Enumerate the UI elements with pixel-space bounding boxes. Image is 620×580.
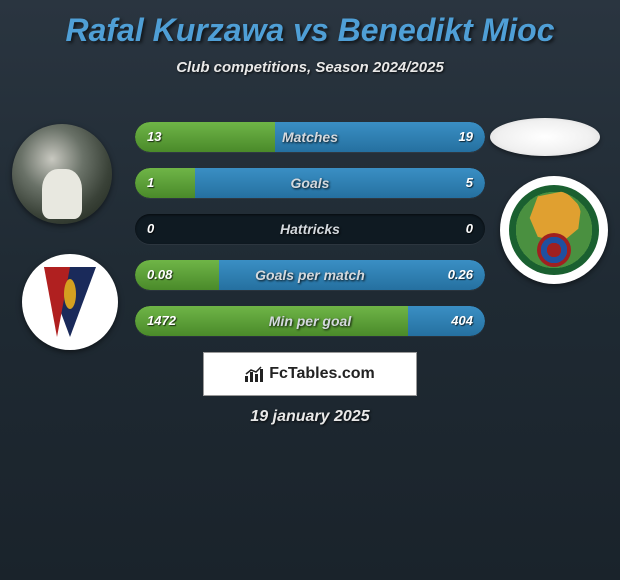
club-pennant-icon bbox=[44, 267, 96, 337]
brand-box: FcTables.com bbox=[203, 352, 417, 396]
stat-label: Hattricks bbox=[135, 214, 485, 244]
stat-label: Goals per match bbox=[135, 260, 485, 290]
stat-label: Matches bbox=[135, 122, 485, 152]
comparison-subtitle: Club competitions, Season 2024/2025 bbox=[0, 59, 620, 76]
stat-row: 00Hattricks bbox=[135, 214, 485, 244]
stats-container: 1319Matches 15Goals 00Hattricks 0.080.26Goa… bbox=[135, 122, 485, 352]
player-right-club-badge bbox=[500, 176, 608, 284]
stat-label: Min per goal bbox=[135, 306, 485, 336]
club-crest-icon bbox=[509, 185, 599, 275]
player-right-avatar bbox=[490, 118, 600, 156]
stat-row: 15Goals bbox=[135, 168, 485, 198]
player-left-club-badge bbox=[22, 254, 118, 350]
brand-chart-icon bbox=[245, 366, 265, 382]
comparison-date: 19 january 2025 bbox=[0, 408, 620, 426]
brand-text: FcTables.com bbox=[269, 365, 375, 383]
comparison-title: Rafal Kurzawa vs Benedikt Mioc bbox=[0, 0, 620, 49]
stat-row: 0.080.26Goals per match bbox=[135, 260, 485, 290]
stat-label: Goals bbox=[135, 168, 485, 198]
stat-row: 1319Matches bbox=[135, 122, 485, 152]
stat-row: 1472404Min per goal bbox=[135, 306, 485, 336]
player-left-avatar bbox=[12, 124, 112, 224]
